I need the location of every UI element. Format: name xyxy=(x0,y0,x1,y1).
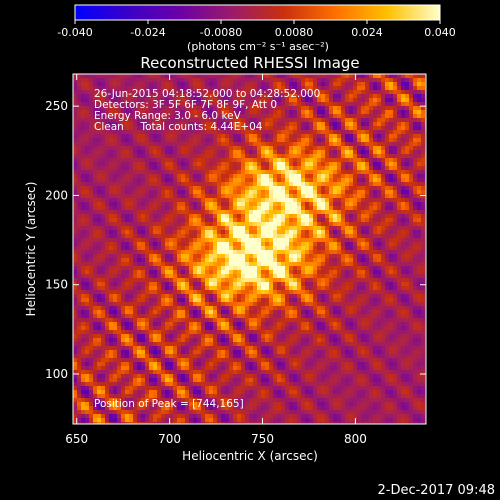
x-tick-label: 750 xyxy=(251,432,274,446)
colorbar-tick-label: -0.024 xyxy=(130,26,165,39)
colorbar-tick-label: -0.040 xyxy=(57,26,92,39)
annotation-time: 26-Jun-2015 04:18:52.000 to 04:28:52.000 xyxy=(94,88,320,100)
x-tick-label: 700 xyxy=(158,432,181,446)
x-tick-label: 650 xyxy=(65,432,88,446)
colorbar-unit-label: (photons cm⁻² s⁻¹ asec⁻²) xyxy=(187,40,329,53)
colorbar-ticks: -0.040 -0.024 -0.0080 0.0080 0.024 0.040 xyxy=(57,20,456,39)
colorbar xyxy=(74,4,441,21)
colorbar-tick-label: 0.040 xyxy=(424,26,456,39)
annotation-clean: Clean Total counts: 4.44E+04 xyxy=(94,121,263,133)
y-tick-label: 250 xyxy=(45,99,68,113)
footer-date: 2-Dec-2017 09:48 xyxy=(378,483,496,498)
y-tick-label: 200 xyxy=(45,188,68,202)
heatmap xyxy=(73,74,426,424)
x-axis-label: Heliocentric X (arcsec) xyxy=(182,449,318,463)
colorbar-tick-label: -0.0080 xyxy=(200,26,242,39)
y-tick-label: 100 xyxy=(45,367,68,381)
y-axis-label: Heliocentric Y (arcsec) xyxy=(24,182,38,317)
y-tick-label: 150 xyxy=(45,278,68,292)
colorbar-tick-label: 0.0080 xyxy=(275,26,314,39)
colorbar-tick-label: 0.024 xyxy=(351,26,383,39)
annotation-energy: Energy Range: 3.0 - 6.0 keV xyxy=(94,110,242,122)
x-axis: 650 700 750 800 xyxy=(65,74,367,446)
plot-frame xyxy=(72,73,427,425)
x-tick-label: 800 xyxy=(344,432,367,446)
annotation-detectors: Detectors: 3F 5F 6F 7F 8F 9F, Att 0 xyxy=(94,99,277,111)
peak-position-label: Position of Peak = [744,165] xyxy=(94,398,244,410)
y-axis: 100 150 200 250 xyxy=(45,99,426,381)
chart-title: Reconstructed RHESSI Image xyxy=(140,54,359,72)
